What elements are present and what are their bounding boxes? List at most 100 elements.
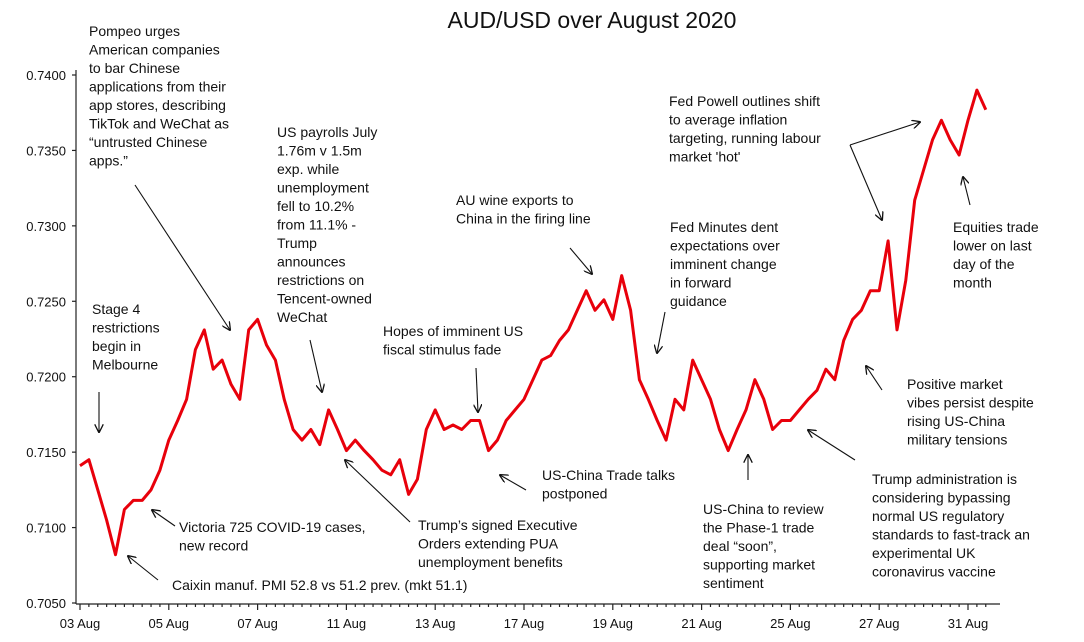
y-tick-label: 0.7050 — [26, 596, 66, 611]
annotation: Trump’s signed Executive Orders extending… — [418, 517, 578, 570]
arrow — [309, 339, 322, 392]
arrow — [128, 556, 159, 581]
annotation-line: US payrolls July — [277, 124, 377, 140]
x-tick-label: 11 Aug — [327, 616, 367, 631]
annotation-line: restrictions on — [277, 272, 364, 288]
annotation-line: standards to fast-track an — [872, 527, 1030, 543]
arrow — [152, 510, 176, 527]
annotation-line: to average inflation — [669, 112, 787, 128]
x-tick-label: 05 Aug — [149, 616, 190, 631]
annotation-line: deal “soon”, — [703, 538, 777, 554]
annotation-line: targeting, running labour — [669, 130, 821, 146]
arrow — [657, 311, 666, 353]
arrow — [476, 367, 478, 412]
annotation-line: Equities trade — [953, 219, 1039, 235]
annotation-line: TikTok and WeChat as — [89, 116, 229, 132]
annotation-line: Melbourne — [92, 357, 158, 373]
chart-title: AUD/USD over August 2020 — [448, 7, 737, 33]
annotation-line: WeChat — [277, 309, 327, 325]
annotation-line: from 11.1% - — [277, 217, 356, 233]
y-tick-label: 0.7350 — [26, 143, 66, 158]
annotation-line: begin in — [92, 338, 141, 354]
annotation: Fed Minutes dent expectations over imminen… — [670, 219, 780, 309]
annotation-line: US-China Trade talks — [542, 467, 675, 483]
annotation-line: normal US regulatory — [872, 508, 1004, 524]
arrow — [569, 247, 592, 274]
annotation-line: restrictions — [92, 320, 160, 336]
annotation-line: rising US-China — [907, 413, 1005, 429]
annotation-line: apps.” — [89, 153, 128, 169]
annotation-line: market 'hot' — [669, 149, 740, 165]
annotation: Trump administration is considering bypas… — [872, 471, 1030, 580]
annotation: Pompeo urges American companies to bar Chi… — [89, 23, 229, 169]
y-tick-label: 0.7300 — [26, 219, 66, 234]
annotation-line: Victoria 725 COVID-19 cases, — [179, 519, 366, 535]
annotation-line: Positive market — [907, 376, 1003, 392]
annotation-line: day of the — [953, 256, 1015, 272]
annotation: US-China to review the Phase-1 trade deal … — [703, 501, 824, 591]
y-tick-label: 0.7150 — [26, 445, 66, 460]
annotation: US-China Trade talks postponed — [542, 467, 675, 502]
annotation-line: applications from their — [89, 79, 226, 95]
annotation-line: military tensions — [907, 432, 1007, 448]
x-tick-label: 21 Aug — [681, 616, 722, 631]
annotation: Hopes of imminent US fiscal stimulus fade — [383, 323, 523, 358]
annotation-line: US-China to review — [703, 501, 824, 517]
annotation-line: Tencent-owned — [277, 291, 372, 307]
annotation-line: 1.76m v 1.5m — [277, 143, 362, 159]
x-tick-label: 13 Aug — [415, 616, 456, 631]
annotation-line: Orders extending PUA — [418, 536, 559, 552]
arrow — [849, 122, 920, 146]
annotation-line: vibes persist despite — [907, 395, 1034, 411]
y-tick-label: 0.7400 — [26, 68, 66, 83]
annotation-line: AU wine exports to — [456, 192, 574, 208]
x-tick-label: 27 Aug — [859, 616, 900, 631]
annotation-line: Trump — [277, 235, 317, 251]
annotation-line: fell to 10.2% — [277, 198, 354, 214]
annotation: Fed Powell outlines shift to average infl… — [669, 93, 821, 165]
annotation-line: unemployment — [277, 180, 369, 196]
x-tick-label: 17 Aug — [504, 616, 545, 631]
annotation: AU wine exports to China in the firing li… — [456, 192, 591, 227]
annotation: Positive market vibes persist despite risi… — [907, 376, 1034, 448]
annotation-line: Stage 4 — [92, 301, 140, 317]
annotation-line: new record — [179, 538, 248, 554]
x-tick-label: 25 Aug — [770, 616, 811, 631]
annotation-line: lower on last — [953, 238, 1032, 254]
annotation-line: Hopes of imminent US — [383, 323, 523, 339]
annotation-line: Pompeo urges — [89, 23, 180, 39]
annotation-line: app stores, describing — [89, 97, 226, 113]
x-tick-label: 07 Aug — [237, 616, 278, 631]
x-tick-label: 19 Aug — [593, 616, 634, 631]
annotation-line: supporting market — [703, 557, 815, 573]
annotation-line: Trump administration is — [872, 471, 1017, 487]
annotation-line: unemployment benefits — [418, 554, 563, 570]
annotation-line: exp. while — [277, 161, 339, 177]
annotation-line: China in the firing line — [456, 211, 591, 227]
y-tick-label: 0.7100 — [26, 521, 66, 536]
arrow — [849, 144, 882, 220]
annotation-line: Caixin manuf. PMI 52.8 vs 51.2 prev. (mk… — [172, 577, 467, 593]
arrow — [500, 475, 527, 491]
y-tick-label: 0.7250 — [26, 294, 66, 309]
annotation-line: coronavirus vaccine — [872, 564, 996, 580]
annotation: Caixin manuf. PMI 52.8 vs 51.2 prev. (mk… — [172, 577, 467, 593]
annotation-line: postponed — [542, 486, 607, 502]
annotation: US payrolls July 1.76m v 1.5m exp. while un… — [277, 124, 377, 325]
annotation-line: imminent change — [670, 256, 777, 272]
annotation: Victoria 725 COVID-19 cases, new record — [179, 519, 366, 554]
arrow — [808, 430, 856, 461]
price-line — [79, 88, 988, 557]
annotation-line: in forward — [670, 275, 731, 291]
annotation-line: Fed Minutes dent — [670, 219, 778, 235]
arrow — [866, 366, 883, 391]
y-tick-label: 0.7200 — [26, 370, 66, 385]
annotation-line: “untrusted Chinese — [89, 134, 208, 150]
annotation-line: guidance — [670, 293, 727, 309]
arrow — [963, 177, 971, 206]
arrow — [134, 184, 230, 330]
annotation-line: sentiment — [703, 575, 764, 591]
annotation-line: the Phase-1 trade — [703, 520, 815, 536]
annotation-line: Trump’s signed Executive — [418, 517, 578, 533]
